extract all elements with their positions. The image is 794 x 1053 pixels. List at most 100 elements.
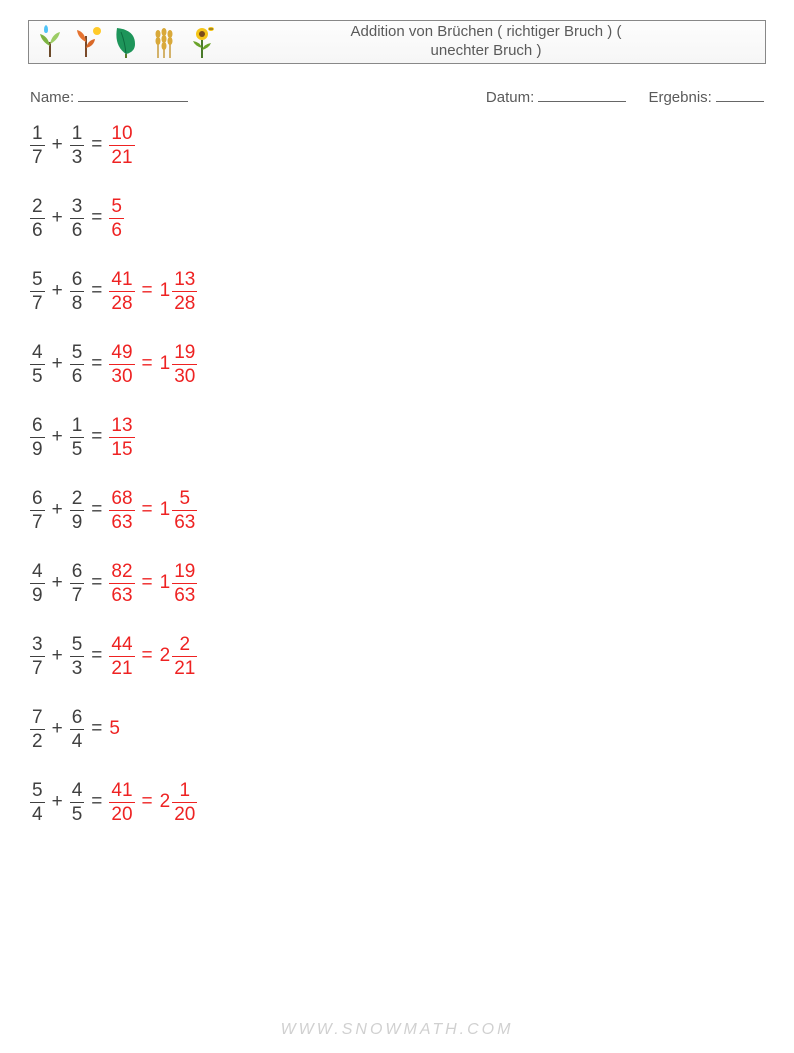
equals-sign: = bbox=[142, 499, 153, 521]
denominator: 7 bbox=[30, 291, 45, 313]
problem-row: 54+45=4120=2120 bbox=[30, 781, 766, 824]
problem-row: 17+13=1021 bbox=[30, 124, 766, 167]
fraction: 68 bbox=[70, 270, 85, 313]
fraction: 4128 bbox=[109, 270, 134, 313]
fraction: 13 bbox=[70, 124, 85, 167]
plus-sign: + bbox=[52, 280, 63, 302]
denominator: 8 bbox=[70, 291, 85, 313]
equals-sign: = bbox=[91, 353, 102, 375]
denominator: 6 bbox=[70, 218, 85, 240]
equals-sign: = bbox=[91, 645, 102, 667]
numerator: 1 bbox=[70, 416, 85, 437]
problems-list: 17+13=102126+36=5657+68=4128=1132845+56=… bbox=[28, 124, 766, 824]
answer: 4421 = 2221 bbox=[109, 635, 197, 678]
answer: 1021 bbox=[109, 124, 134, 167]
numerator: 2 bbox=[177, 635, 192, 656]
plus-sign: + bbox=[52, 426, 63, 448]
numerator: 6 bbox=[30, 416, 45, 437]
equals-sign: = bbox=[142, 280, 153, 302]
fraction: 56 bbox=[70, 343, 85, 386]
name-field: Name: bbox=[30, 86, 188, 106]
answer: 8263=11963 bbox=[109, 562, 197, 605]
numerator: 3 bbox=[70, 197, 85, 218]
denominator: 7 bbox=[30, 145, 45, 167]
denominator: 6 bbox=[70, 364, 85, 386]
fraction: 4421 bbox=[109, 635, 134, 678]
fraction: 45 bbox=[30, 343, 45, 386]
denominator: 20 bbox=[172, 802, 197, 824]
numerator: 6 bbox=[30, 489, 45, 510]
numerator: 6 bbox=[70, 562, 85, 583]
answer: 4930=11930 bbox=[109, 343, 197, 386]
answer: 6863=1563 bbox=[109, 489, 197, 532]
numerator: 5 bbox=[70, 635, 85, 656]
fraction: 69 bbox=[30, 416, 45, 459]
info-row: Name: Datum: Ergebnis: bbox=[30, 86, 764, 106]
numerator: 4 bbox=[30, 343, 45, 364]
numerator: 41 bbox=[109, 781, 134, 802]
header-box: Addition von Brüchen ( richtiger Bruch )… bbox=[28, 20, 766, 64]
fraction: 1930 bbox=[172, 343, 197, 386]
denominator: 21 bbox=[109, 656, 134, 678]
problem-row: 67+29=6863=1563 bbox=[30, 489, 766, 532]
denominator: 28 bbox=[172, 291, 197, 313]
fraction: 1021 bbox=[109, 124, 134, 167]
fraction: 120 bbox=[172, 781, 197, 824]
fraction: 36 bbox=[70, 197, 85, 240]
denominator: 21 bbox=[109, 145, 134, 167]
numerator: 3 bbox=[30, 635, 45, 656]
fraction: 15 bbox=[70, 416, 85, 459]
denominator: 7 bbox=[30, 510, 45, 532]
problem-row: 72+64=5 bbox=[30, 708, 766, 751]
denominator: 4 bbox=[70, 729, 85, 751]
numerator: 2 bbox=[70, 489, 85, 510]
sunflower-icon bbox=[187, 24, 217, 60]
equals-sign: = bbox=[142, 645, 153, 667]
plus-sign: + bbox=[52, 207, 63, 229]
date-blank bbox=[538, 86, 626, 102]
fraction: 72 bbox=[30, 708, 45, 751]
denominator: 63 bbox=[109, 510, 134, 532]
denominator: 63 bbox=[172, 583, 197, 605]
date-field: Datum: bbox=[486, 86, 627, 106]
numerator: 6 bbox=[70, 708, 85, 729]
equals-sign: = bbox=[91, 426, 102, 448]
equals-sign: = bbox=[91, 572, 102, 594]
fraction: 4120 bbox=[109, 781, 134, 824]
denominator: 6 bbox=[30, 218, 45, 240]
denominator: 28 bbox=[109, 291, 134, 313]
denominator: 5 bbox=[70, 437, 85, 459]
answer-whole: 2 bbox=[160, 791, 171, 813]
problem-row: 49+67=8263=11963 bbox=[30, 562, 766, 605]
wheat-icon bbox=[149, 24, 179, 60]
problem-row: 26+36=56 bbox=[30, 197, 766, 240]
equals-sign: = bbox=[91, 791, 102, 813]
worksheet-title: Addition von Brüchen ( richtiger Bruch )… bbox=[217, 21, 755, 63]
fraction: 221 bbox=[172, 635, 197, 678]
denominator: 30 bbox=[172, 364, 197, 386]
denominator: 5 bbox=[30, 364, 45, 386]
plus-sign: + bbox=[52, 499, 63, 521]
plus-sign: + bbox=[52, 134, 63, 156]
equals-sign: = bbox=[91, 207, 102, 229]
equals-sign: = bbox=[142, 791, 153, 813]
fraction: 67 bbox=[70, 562, 85, 605]
denominator: 3 bbox=[70, 145, 85, 167]
answer: 5 bbox=[109, 718, 120, 740]
numerator: 13 bbox=[172, 270, 197, 291]
answer: 1315 bbox=[109, 416, 134, 459]
denominator: 9 bbox=[70, 510, 85, 532]
answer-whole: 1 bbox=[160, 572, 171, 594]
fraction: 17 bbox=[30, 124, 45, 167]
fraction: 45 bbox=[70, 781, 85, 824]
header-icons bbox=[35, 24, 217, 60]
title-line-1: Addition von Brüchen ( richtiger Bruch )… bbox=[223, 23, 749, 42]
equals-sign: = bbox=[91, 280, 102, 302]
numerator: 44 bbox=[109, 635, 134, 656]
numerator: 41 bbox=[109, 270, 134, 291]
fraction: 1315 bbox=[109, 416, 134, 459]
numerator: 82 bbox=[109, 562, 134, 583]
numerator: 5 bbox=[30, 270, 45, 291]
equals-sign: = bbox=[142, 572, 153, 594]
fraction: 57 bbox=[30, 270, 45, 313]
